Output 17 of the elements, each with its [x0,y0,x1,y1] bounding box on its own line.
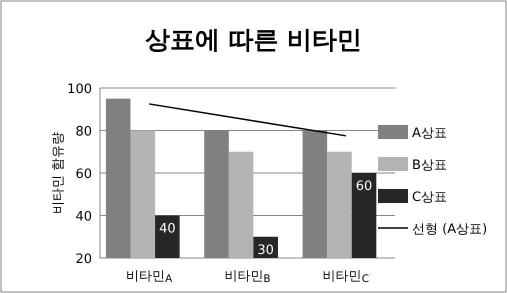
y-tick-label: 100 [67,82,92,97]
data-label: 40 [159,222,176,236]
y-axis-title: 비타민 함유량 [51,132,66,214]
y-tick-label: 40 [75,210,92,224]
data-label: 30 [257,242,274,258]
legend-label: 선형 (A상표) [412,222,488,237]
y-tick-label: 60 [75,167,92,182]
y-tick-label: 80 [75,124,92,140]
x-tick-label: 비타민$_{C}$ [322,269,369,285]
data-label: 60 [356,179,372,194]
legend-label: B상표 [412,158,447,173]
y-tick-label: 20 [75,252,92,267]
x-tick-label: 비타민$_{A}$ [126,269,174,285]
legend-label: A상표 [412,126,447,141]
legend-label: C상표 [412,190,448,205]
chart-title: 상표에 따른 비타민 [144,25,362,54]
x-tick-label: 비타민$_{B}$ [224,269,271,285]
